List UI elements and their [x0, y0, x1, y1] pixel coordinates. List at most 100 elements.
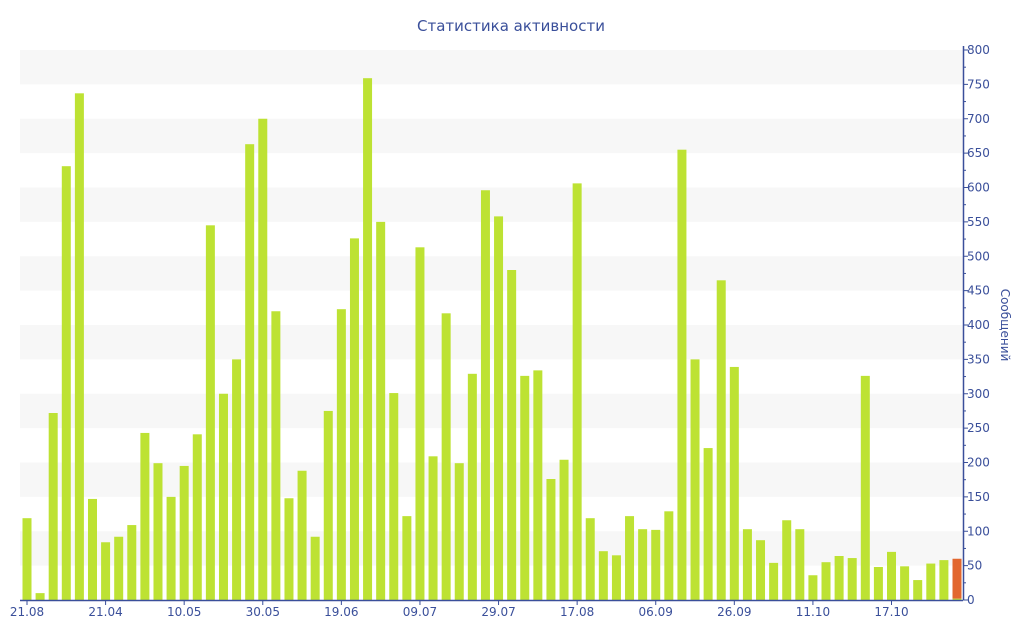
bar: [310, 536, 320, 600]
bar: [546, 479, 556, 600]
bar: [140, 432, 150, 600]
axes: 0 50 100 150 200 250 300 350 400 450 500 550 600 650 7…: [10, 43, 990, 619]
grid-band: [20, 393, 963, 429]
bar: [887, 551, 897, 600]
bar: [913, 580, 923, 600]
y-tick-label: 800: [967, 43, 990, 57]
y-tick-label: 600: [967, 181, 990, 195]
bar: [297, 470, 307, 600]
bar: [703, 448, 713, 600]
bar: [179, 465, 189, 600]
y-tick-label: 400: [967, 318, 990, 332]
y-tick-label: 450: [967, 284, 990, 298]
bar: [611, 555, 621, 600]
grid-band: [20, 187, 963, 222]
bar: [625, 516, 635, 600]
bar: [520, 375, 530, 600]
x-tick-label: 11.10: [796, 605, 830, 619]
y-tick-label: 50: [967, 559, 982, 573]
grid-band: [20, 325, 963, 360]
bar: [389, 393, 399, 600]
y-tick-label: 750: [967, 77, 990, 91]
bar: [507, 270, 517, 600]
bar: [926, 563, 936, 600]
bar: [677, 149, 687, 600]
bar: [166, 496, 176, 600]
y-tick-label: 300: [967, 387, 990, 401]
y-tick-label: 150: [967, 490, 990, 504]
x-tick-label: 21.04: [88, 605, 122, 619]
x-tick-label: 09.07: [403, 605, 437, 619]
bar: [467, 373, 477, 600]
x-tick-label: 29.07: [481, 605, 515, 619]
bar: [323, 410, 333, 600]
x-tick-label: 06.09: [639, 605, 673, 619]
bar: [821, 562, 831, 600]
bars: [22, 78, 962, 600]
chart-title: Статистика активности: [417, 17, 605, 35]
bar-current: [952, 558, 962, 599]
bar: [271, 311, 281, 600]
bar: [454, 463, 464, 600]
grid-band: [20, 118, 963, 154]
bar: [638, 529, 648, 600]
bar: [284, 498, 294, 600]
y-tick-label: 350: [967, 352, 990, 366]
bar: [808, 575, 818, 600]
bar: [218, 393, 228, 600]
bar: [873, 567, 883, 600]
y-tick-label: 650: [967, 146, 990, 160]
grid-bands: [20, 50, 963, 566]
bar: [87, 498, 97, 600]
bar: [205, 225, 215, 600]
bar: [428, 456, 438, 600]
bar: [756, 540, 766, 600]
bar: [494, 216, 504, 600]
bar: [441, 313, 451, 600]
bar: [664, 511, 674, 600]
grid-band: [20, 531, 963, 566]
bar: [716, 280, 726, 600]
x-tick-label: 26.09: [717, 605, 751, 619]
bar: [114, 536, 124, 600]
y-axis-label: Сообщений: [998, 289, 1012, 362]
bar: [22, 518, 32, 600]
bar: [860, 375, 870, 600]
bar: [245, 144, 255, 600]
grid-band: [20, 462, 963, 497]
y-tick-label: 550: [967, 215, 990, 229]
y-tick-label: 0: [967, 593, 975, 607]
bar: [61, 166, 71, 600]
bar: [480, 190, 490, 600]
bar: [402, 516, 412, 600]
x-tick-label: 17.08: [560, 605, 594, 619]
y-tick-label: 700: [967, 112, 990, 126]
bar: [952, 598, 962, 600]
bar: [585, 518, 595, 600]
bar: [74, 93, 84, 600]
bar: [559, 459, 569, 600]
x-tick-label: 21.08: [10, 605, 44, 619]
bar: [376, 221, 386, 600]
x-tick-label: 10.05: [167, 605, 201, 619]
bar: [336, 309, 346, 600]
bar: [782, 520, 792, 600]
bar: [939, 560, 949, 600]
bar: [232, 359, 242, 600]
bar: [598, 551, 608, 600]
x-tick-label: 30.05: [246, 605, 280, 619]
bar: [48, 413, 58, 600]
bar: [729, 366, 739, 600]
grid-band: [20, 256, 963, 291]
bar: [795, 529, 805, 600]
grid-band: [20, 50, 963, 85]
bar: [847, 558, 857, 600]
y-tick-label: 500: [967, 249, 990, 263]
bar: [35, 593, 45, 600]
bar: [101, 542, 111, 600]
bar: [349, 238, 359, 600]
bar: [572, 183, 582, 600]
y-tick-label: 100: [967, 524, 990, 538]
x-tick-label: 19.06: [324, 605, 358, 619]
